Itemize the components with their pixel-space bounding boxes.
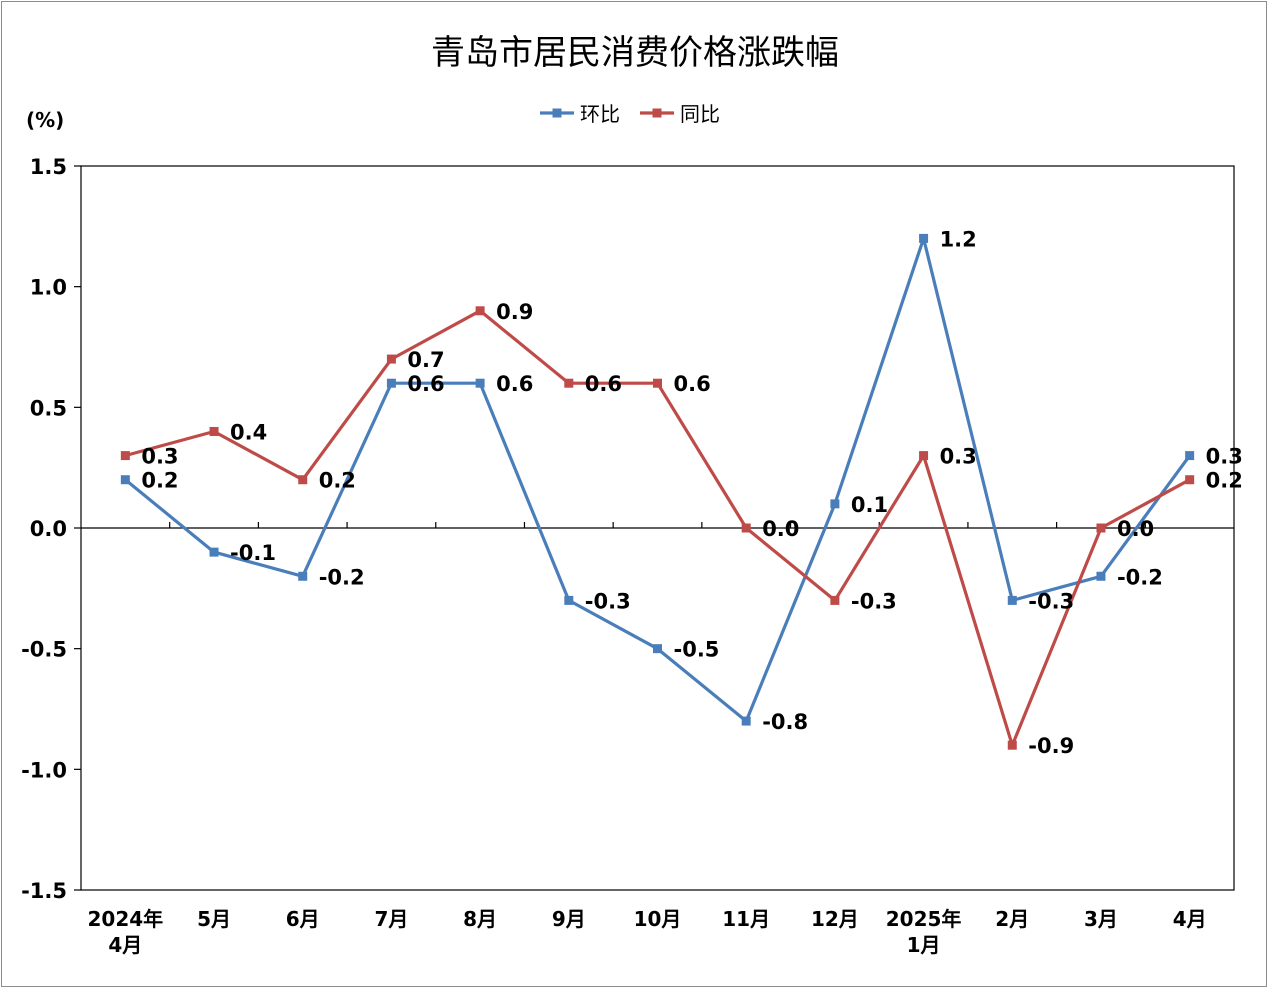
chart-title: 青岛市居民消费价格涨跌幅 xyxy=(431,33,839,73)
data-label: -0.2 xyxy=(319,565,365,589)
data-label: -0.5 xyxy=(674,638,720,662)
data-label: 0.2 xyxy=(319,469,356,493)
x-tick-label: 10月 xyxy=(634,907,682,931)
data-label: 0.6 xyxy=(585,372,622,396)
x-tick-label: 11月 xyxy=(722,907,770,931)
x-tick-label: 3月 xyxy=(1084,907,1118,931)
data-label: 0.4 xyxy=(230,420,267,444)
data-label: -0.9 xyxy=(1028,734,1074,758)
data-point xyxy=(830,499,840,509)
data-label: 0.9 xyxy=(496,300,533,324)
data-point xyxy=(919,233,929,243)
data-point xyxy=(386,354,396,364)
data-point xyxy=(1096,523,1106,533)
data-point xyxy=(475,378,485,388)
y-tick-label: -1.5 xyxy=(21,879,67,903)
data-point xyxy=(741,523,751,533)
x-tick-label: 2025年 xyxy=(886,907,962,931)
y-tick-label: -0.5 xyxy=(21,638,67,662)
data-point xyxy=(919,451,929,461)
series-mom xyxy=(120,233,1195,726)
data-point xyxy=(653,378,662,388)
data-point xyxy=(209,426,219,436)
x-tick-label: 2024年 xyxy=(88,907,164,931)
data-point xyxy=(386,378,396,388)
data-label: 0.6 xyxy=(674,372,711,396)
data-point xyxy=(120,475,130,485)
data-point xyxy=(120,451,130,461)
x-tick-label: 1月 xyxy=(907,933,941,957)
data-label: 0.7 xyxy=(407,348,444,372)
data-label: -0.3 xyxy=(585,589,631,613)
x-tick-label: 4月 xyxy=(108,933,142,957)
data-point xyxy=(298,475,308,485)
x-tick-label: 4月 xyxy=(1173,907,1207,931)
x-tick-label: 8月 xyxy=(463,907,497,931)
data-label: 0.3 xyxy=(141,445,178,469)
data-point xyxy=(298,571,308,581)
data-point xyxy=(653,644,662,654)
data-point xyxy=(475,306,485,316)
y-tick-label: 0.0 xyxy=(30,517,67,541)
data-label: 0.6 xyxy=(496,372,533,396)
data-label: 0.0 xyxy=(1117,517,1154,541)
data-point xyxy=(1096,571,1106,581)
series-yoy xyxy=(120,306,1195,750)
legend-marker xyxy=(552,108,562,118)
y-tick-label: 1.5 xyxy=(30,155,67,179)
data-label: 0.2 xyxy=(1206,469,1243,493)
legend-marker xyxy=(652,108,662,118)
data-point xyxy=(564,595,574,605)
data-label: -0.8 xyxy=(762,710,808,734)
data-point xyxy=(1007,740,1017,750)
y-tick-label: 1.0 xyxy=(30,276,67,300)
x-tick-label: 9月 xyxy=(552,907,586,931)
y-axis-unit-label: (%) xyxy=(26,108,64,132)
legend-label: 环比 xyxy=(580,102,620,126)
x-tick-label: 5月 xyxy=(197,907,231,931)
data-label: 0.2 xyxy=(141,469,178,493)
data-label: 0.6 xyxy=(407,372,444,396)
data-point xyxy=(1185,475,1195,485)
data-label: 0.3 xyxy=(1206,445,1243,469)
data-label: 0.3 xyxy=(940,445,977,469)
data-label: -0.2 xyxy=(1117,565,1163,589)
x-tick-label: 12月 xyxy=(811,907,859,931)
data-labels-layer: 0.2 -0.1 -0.2 0.6 0.6 -0.3 -0.5 -0.8 0.1 1.2 -0.3 -… xyxy=(141,227,1243,758)
y-tick-label: 0.5 xyxy=(30,396,67,420)
data-label: 0.1 xyxy=(851,493,888,517)
data-label: -0.3 xyxy=(1028,589,1074,613)
x-tick-label: 2月 xyxy=(995,907,1029,931)
data-point xyxy=(741,716,751,726)
series-layer xyxy=(120,233,1195,750)
legend-item: 环比 xyxy=(540,102,620,126)
y-axis: 1.5 1.0 0.5 0.0 -0.5 -1.0 -1.5 xyxy=(21,155,81,903)
data-label: -0.1 xyxy=(230,541,276,565)
legend: 环比 同比 xyxy=(540,102,720,126)
x-tick-label: 7月 xyxy=(374,907,408,931)
data-label: 0.0 xyxy=(762,517,799,541)
data-point xyxy=(564,378,574,388)
data-point xyxy=(209,547,219,557)
x-tick-label: 6月 xyxy=(286,907,320,931)
y-tick-label: -1.0 xyxy=(21,758,67,782)
data-point xyxy=(830,595,840,605)
data-label: -0.3 xyxy=(851,589,897,613)
data-label: 1.2 xyxy=(940,227,977,251)
data-point xyxy=(1185,451,1195,461)
data-point xyxy=(1007,595,1017,605)
legend-label: 同比 xyxy=(680,102,720,126)
legend-item: 同比 xyxy=(640,102,720,126)
